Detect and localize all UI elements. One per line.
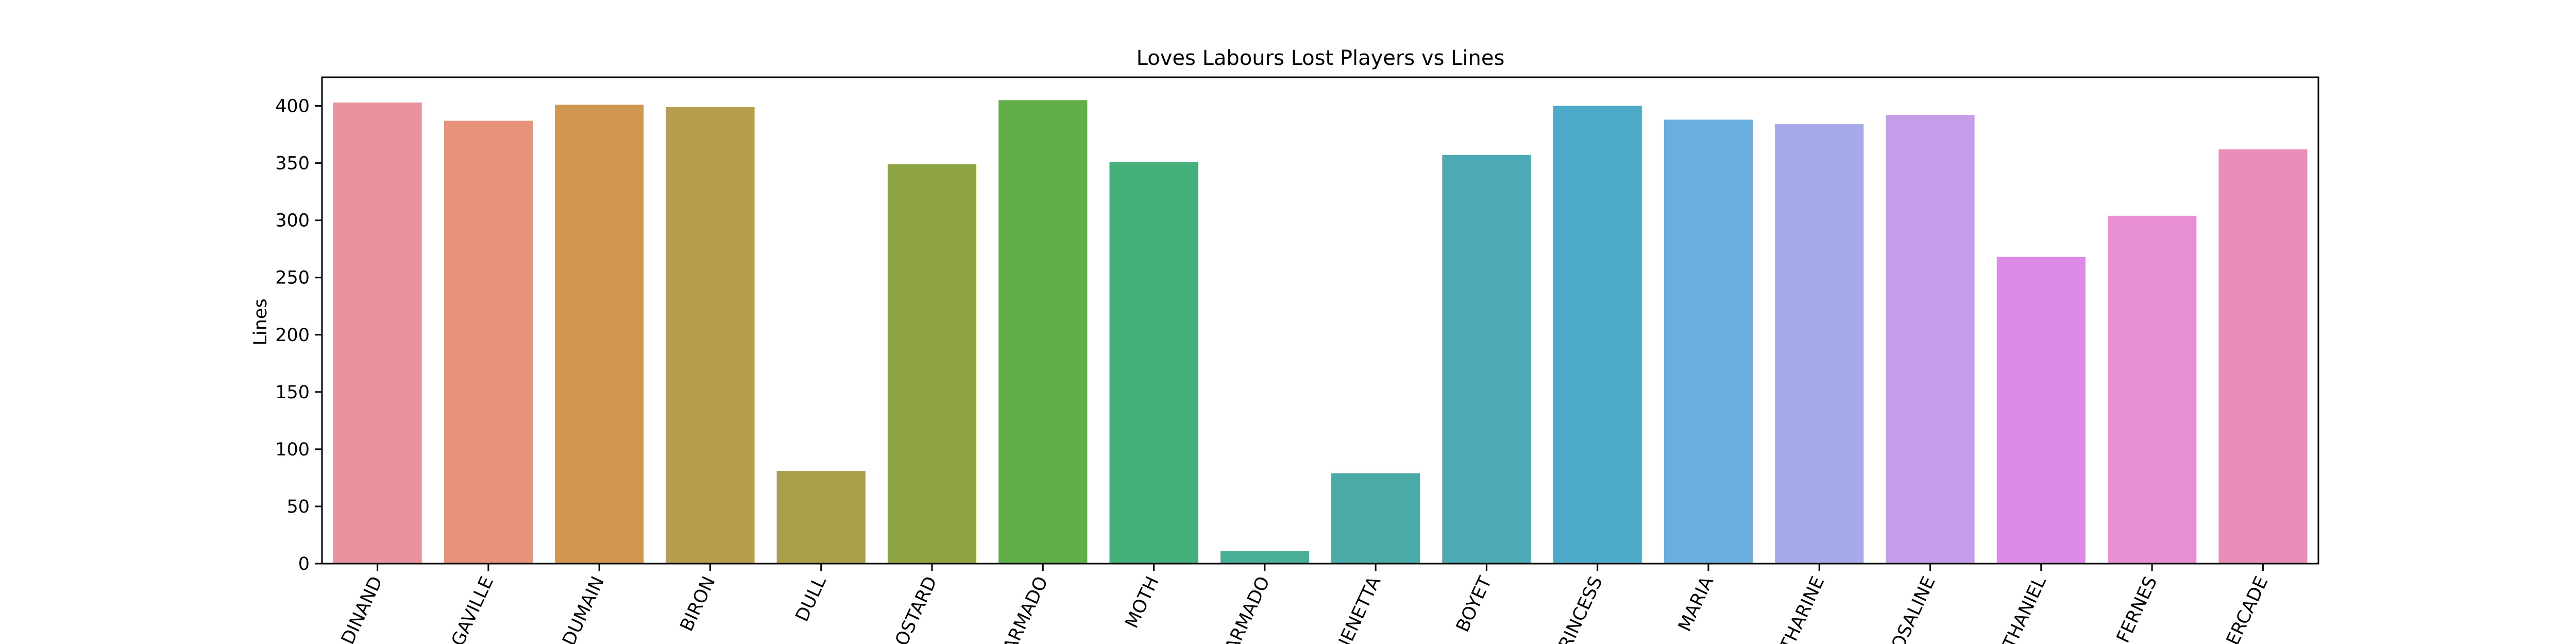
- y-tick-label: 350: [275, 154, 310, 174]
- x-tick-label: BOYET: [1452, 573, 1496, 635]
- y-tick-label: 300: [275, 211, 310, 231]
- y-tick-label: 150: [275, 382, 310, 403]
- y-tick-label: 100: [275, 439, 310, 460]
- bar-6: [887, 164, 977, 564]
- x-tick-label: ERCADE: [2223, 573, 2272, 644]
- y-tick-label: 50: [286, 497, 310, 517]
- x-tick-label: MOTH: [1122, 573, 1163, 631]
- x-tick-label: THANIEL: [1999, 573, 2050, 644]
- x-tick-label: JENETTA: [1334, 573, 1385, 644]
- x-tick-label: DINAND: [337, 573, 387, 644]
- bars-group: [333, 100, 2308, 564]
- x-tick-label: OSTARD: [891, 573, 941, 644]
- y-tick-label: 250: [275, 268, 310, 289]
- bar-10: [1331, 473, 1420, 564]
- x-tick-label: ARMADO: [1221, 573, 1274, 644]
- x-tick-label: THARINE: [1776, 573, 1828, 644]
- x-tick-label: BIRON: [676, 573, 720, 635]
- x-axis: DINAND GAVILLE DUMAIN BIRON DULL OSTARD ARMADO…: [337, 564, 2273, 644]
- bar-1: [333, 102, 422, 564]
- y-tick-label: 0: [298, 554, 310, 574]
- chart-title: Loves Labours Lost Players vs Lines: [1137, 46, 1505, 70]
- bar-12: [1553, 106, 1642, 564]
- bar-11: [1442, 155, 1531, 564]
- x-tick-label: DUMAIN: [559, 573, 609, 644]
- y-tick-label: 200: [275, 325, 310, 346]
- y-tick-label: 400: [275, 96, 310, 117]
- x-tick-label: OSALINE: [1888, 573, 1940, 644]
- bar-9: [1220, 551, 1309, 564]
- x-tick-label: GAVILLE: [448, 573, 498, 644]
- x-tick-label: RINCESS: [1555, 573, 1606, 644]
- bar-13: [1664, 120, 1753, 564]
- y-axis-label: Lines: [250, 298, 271, 345]
- bar-3: [555, 105, 644, 564]
- bar-15: [1886, 115, 1975, 564]
- x-tick-label: ARMADO: [999, 573, 1053, 644]
- x-tick-label: FERNES: [2113, 573, 2161, 644]
- y-axis: 0 50 100 150 200 250 300 350 400: [275, 96, 322, 574]
- bar-5: [776, 471, 866, 564]
- bar-4: [666, 107, 755, 564]
- bar-16: [1996, 257, 2086, 564]
- bar-8: [1109, 162, 1198, 564]
- bar-14: [1775, 124, 1864, 564]
- bar-7: [998, 100, 1088, 564]
- bar-2: [444, 121, 533, 564]
- bar-18: [2218, 149, 2308, 564]
- bar-17: [2108, 215, 2197, 564]
- x-tick-label: MARIA: [1674, 573, 1718, 635]
- plot-frame: [321, 76, 2319, 565]
- x-tick-label: DULL: [792, 573, 831, 624]
